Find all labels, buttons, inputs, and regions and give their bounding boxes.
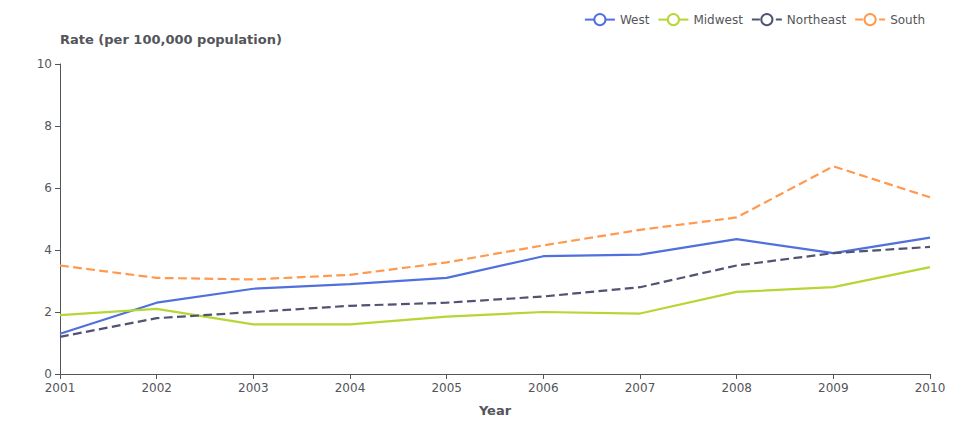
svg-text:6: 6: [44, 181, 52, 195]
svg-text:2007: 2007: [625, 381, 656, 395]
svg-text:Rate (per 100,000 population): Rate (per 100,000 population): [60, 32, 282, 47]
svg-text:South: South: [890, 13, 925, 27]
svg-text:Midwest: Midwest: [693, 13, 743, 27]
svg-text:2006: 2006: [528, 381, 559, 395]
svg-text:2002: 2002: [141, 381, 172, 395]
svg-text:2005: 2005: [431, 381, 462, 395]
svg-text:0: 0: [44, 367, 52, 381]
svg-text:2001: 2001: [45, 381, 76, 395]
svg-text:4: 4: [44, 243, 52, 257]
svg-text:2008: 2008: [721, 381, 752, 395]
svg-text:West: West: [620, 13, 650, 27]
svg-text:2004: 2004: [335, 381, 366, 395]
svg-text:Year: Year: [478, 403, 512, 418]
svg-text:8: 8: [44, 119, 52, 133]
svg-text:Northeast: Northeast: [787, 13, 847, 27]
svg-text:2003: 2003: [238, 381, 269, 395]
svg-text:10: 10: [37, 57, 52, 71]
svg-text:2009: 2009: [818, 381, 849, 395]
svg-text:2: 2: [44, 305, 52, 319]
svg-text:2010: 2010: [915, 381, 946, 395]
